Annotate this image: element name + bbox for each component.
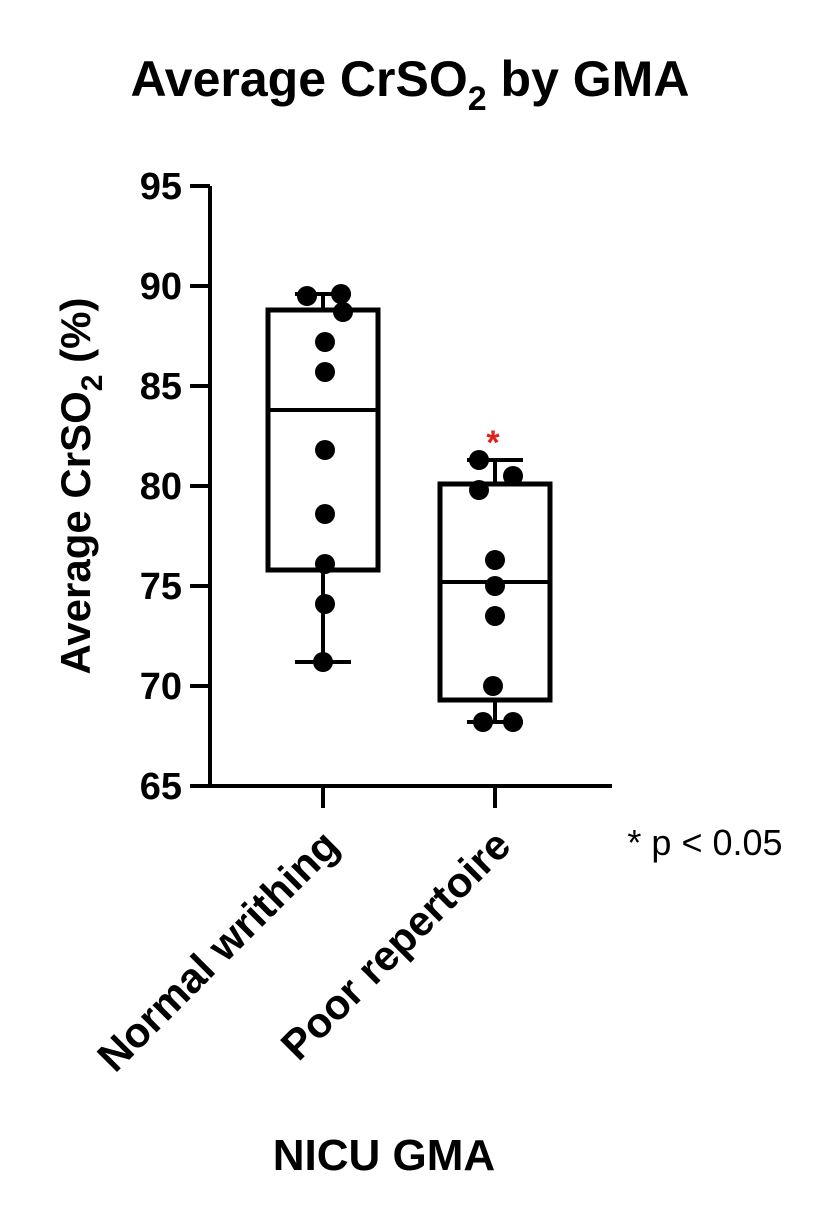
group-0-point-2 — [333, 302, 353, 322]
x-axis-label: NICU GMA — [273, 1131, 495, 1180]
group-0-point-0 — [297, 286, 317, 306]
group-1-point-2 — [469, 480, 489, 500]
group-1-point-7 — [473, 712, 493, 732]
group-1-point-3 — [485, 550, 505, 570]
y-tick-label-95: 95 — [140, 166, 182, 208]
group-1-point-6 — [483, 676, 503, 696]
group-1-box — [437, 481, 553, 703]
group-0-point-9 — [313, 652, 333, 672]
group-1-significance-marker: * — [486, 424, 500, 462]
y-axis-label: Average CrSO2 (%) — [52, 298, 109, 675]
y-tick-label-90: 90 — [140, 266, 182, 308]
y-tick-label-85: 85 — [140, 366, 182, 408]
y-tick-label-75: 75 — [140, 566, 182, 608]
group-0-point-8 — [315, 594, 335, 614]
y-tick-label-65: 65 — [140, 766, 182, 808]
plot-area: * — [265, 284, 553, 732]
group-1-point-1 — [503, 466, 523, 486]
group-0-point-1 — [331, 284, 351, 304]
group-1-point-0 — [469, 450, 489, 470]
group-1-point-5 — [485, 606, 505, 626]
y-tick-label-70: 70 — [140, 666, 182, 708]
significance-note: * p < 0.05 — [627, 822, 782, 863]
group-1-point-4 — [485, 576, 505, 596]
group-0-point-4 — [315, 362, 335, 382]
y-tick-label-80: 80 — [140, 466, 182, 508]
group-1-point-8 — [503, 712, 523, 732]
group-0-point-5 — [315, 440, 335, 460]
group-0-point-6 — [315, 504, 335, 524]
group-0-point-7 — [315, 554, 335, 574]
group-0-point-3 — [315, 332, 335, 352]
chart-title: Average CrSO2 by GMA — [131, 51, 690, 118]
